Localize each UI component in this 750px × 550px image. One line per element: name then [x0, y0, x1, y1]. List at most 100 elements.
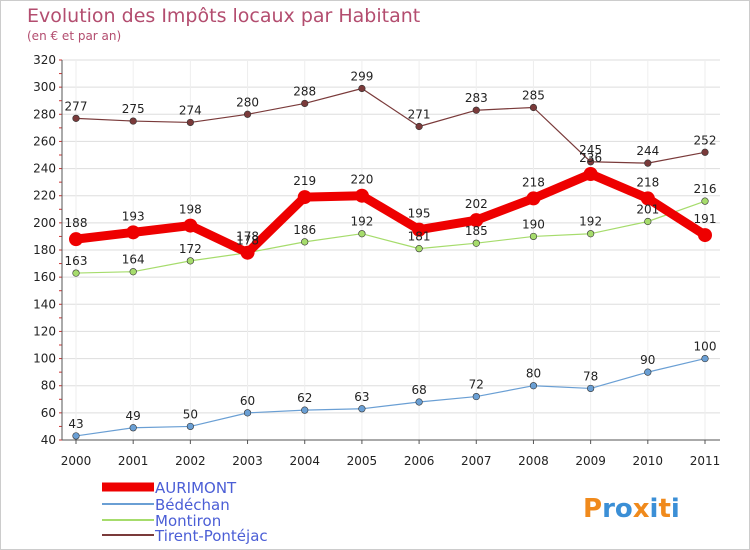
y-tick-label: 200	[33, 216, 56, 230]
series-2-point	[587, 230, 595, 238]
x-tick-label: 2003	[232, 454, 263, 468]
series-2-data-label: 178	[236, 234, 259, 248]
series-2-data-label: 192	[350, 215, 373, 229]
y-tick-label: 260	[33, 134, 56, 148]
y-tick-label: 240	[33, 162, 56, 176]
series-2-data-label: 172	[179, 242, 202, 256]
series-2-point	[358, 230, 366, 238]
x-tick-label: 2008	[518, 454, 549, 468]
series-0-data-label: 202	[465, 197, 488, 211]
series-0-data-label: 193	[122, 209, 145, 223]
series-0-data-label: 219	[293, 174, 316, 188]
series-1-point	[72, 432, 80, 440]
series-0-data-label: 191	[694, 212, 717, 226]
series-1-point	[358, 405, 366, 413]
series-1-data-label: 62	[297, 391, 312, 405]
series-1-data-label: 100	[694, 340, 717, 354]
series-2-data-label: 201	[636, 203, 659, 217]
series-2-data-label: 192	[579, 215, 602, 229]
series-0-data-label: 178	[236, 230, 259, 244]
series-0-point	[698, 228, 712, 243]
series-2-point	[415, 245, 423, 253]
series-0-data-label: 195	[408, 207, 431, 221]
series-1-data-label: 68	[411, 383, 426, 397]
y-tick-label: 320	[33, 53, 56, 67]
series-0-point	[354, 188, 369, 203]
proxiti-logo: Proxiti	[583, 494, 680, 524]
series-line-2	[75, 200, 706, 274]
series-1-point	[644, 368, 652, 376]
series-2-point	[472, 239, 480, 247]
series-0-data-label: 236	[579, 151, 602, 165]
series-3-data-label: 285	[522, 89, 545, 103]
series-2-point	[644, 217, 652, 226]
series-2-point	[129, 268, 137, 276]
series-2-data-label: 181	[408, 230, 431, 244]
series-1-point	[701, 354, 709, 363]
series-3-data-label: 252	[694, 133, 717, 147]
series-3-point	[186, 118, 194, 127]
series-1-point	[129, 424, 137, 432]
x-tick-label: 2010	[633, 454, 664, 468]
legend-label-0: AURIMONT	[155, 479, 237, 497]
x-tick-label: 2002	[175, 454, 206, 468]
series-2-point	[186, 257, 194, 265]
series-2-data-label: 190	[522, 217, 545, 231]
x-tick-label: 2006	[404, 454, 435, 468]
series-0-point	[183, 218, 198, 233]
series-3-point	[72, 114, 80, 122]
series-2-point	[701, 197, 709, 205]
legend-label-1: Bédéchan	[155, 496, 230, 514]
series-1-point	[301, 406, 309, 414]
y-tick-label: 180	[33, 243, 56, 257]
logo-letter: i	[671, 494, 680, 524]
series-3-point	[529, 103, 538, 112]
series-3-point	[243, 110, 252, 118]
logo-letter: o	[615, 494, 633, 524]
series-0-point	[126, 225, 141, 240]
x-tick-label: 2011	[690, 454, 721, 468]
y-tick-label: 40	[41, 433, 56, 447]
series-0-point	[297, 190, 312, 205]
series-0-data-label: 218	[636, 175, 659, 189]
series-1-point	[186, 422, 194, 431]
x-tick-label: 2004	[289, 454, 320, 468]
series-3-point	[301, 99, 309, 108]
series-2-point	[529, 232, 538, 241]
series-layer	[69, 84, 712, 440]
series-1-data-label: 80	[526, 367, 541, 381]
series-line-0	[75, 169, 708, 258]
y-tick-label: 100	[33, 352, 56, 366]
series-0-point	[69, 232, 83, 247]
series-3-data-label: 277	[65, 99, 88, 113]
logo-letter: t	[658, 494, 670, 524]
series-0-point	[640, 191, 655, 206]
series-0-data-label: 188	[65, 216, 88, 230]
series-1-point	[243, 409, 252, 417]
logo-letter: x	[633, 494, 650, 524]
series-1-data-label: 49	[126, 409, 141, 423]
series-3-point	[701, 148, 709, 156]
data-labels: 43 49 50 60 62 63 68 72 80 78 90 100 163 164 172 178 186…	[65, 70, 717, 431]
y-tick-label: 120	[33, 324, 56, 338]
series-2-data-label: 164	[122, 253, 145, 267]
series-0-data-label: 218	[522, 175, 545, 189]
legend-label-3: Tirent-Pontéjac	[154, 527, 268, 545]
series-3-data-label: 299	[350, 70, 373, 84]
series-1-data-label: 50	[183, 407, 198, 421]
y-tick-label: 80	[41, 379, 56, 393]
series-1-data-label: 90	[640, 353, 655, 367]
series-0-data-label: 220	[350, 173, 373, 187]
x-tick-label: 2009	[575, 454, 606, 468]
y-tick-label: 60	[41, 406, 56, 420]
series-3-data-label: 275	[122, 102, 145, 116]
series-3-data-label: 271	[408, 108, 431, 122]
series-1-point	[529, 382, 538, 390]
series-3-data-label: 288	[293, 84, 316, 98]
series-1-point	[415, 398, 423, 406]
series-1-data-label: 72	[469, 378, 484, 392]
series-0-data-label: 198	[179, 203, 202, 217]
series-3-data-label: 274	[179, 103, 202, 117]
